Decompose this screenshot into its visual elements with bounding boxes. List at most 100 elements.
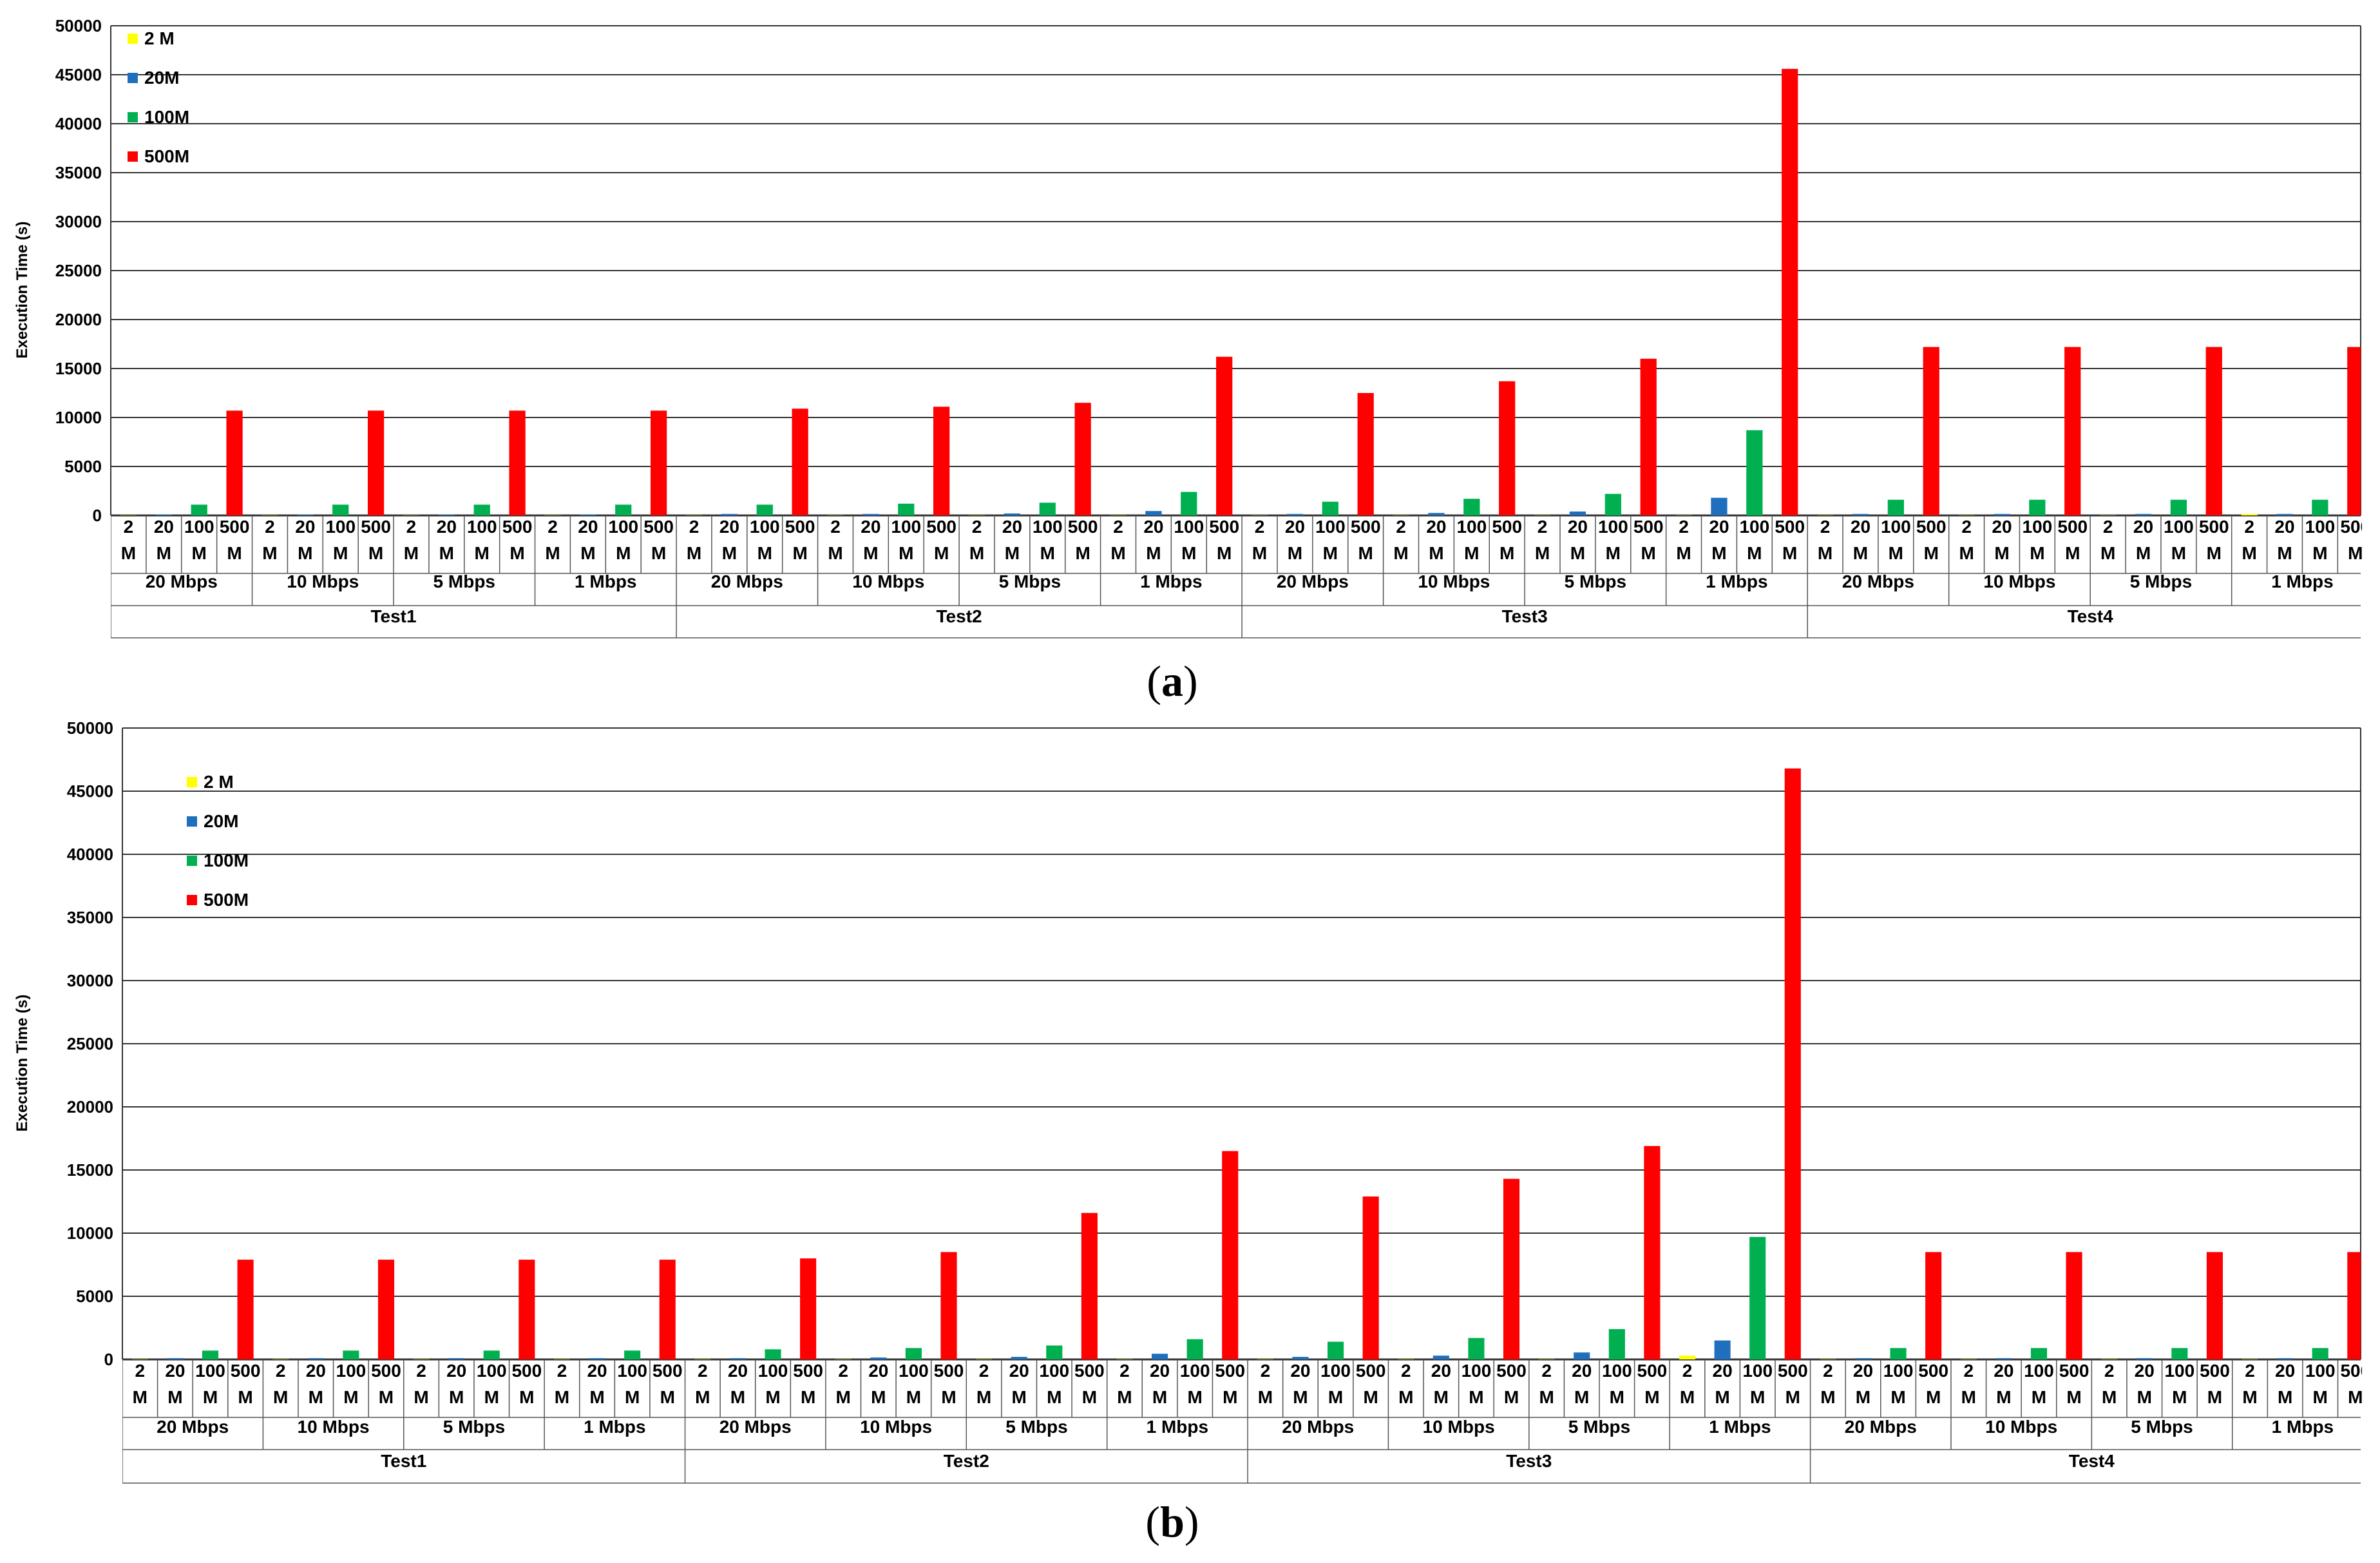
- bandwidth-label: 5 Mbps: [2131, 1417, 2193, 1437]
- category-label-bottom: M: [1853, 543, 1868, 563]
- category-label-bottom: M: [1574, 1387, 1589, 1407]
- panel-label-letter: b: [1160, 1497, 1185, 1546]
- category-label-top: 20: [1143, 517, 1163, 537]
- category-label-bottom: M: [1504, 1387, 1519, 1407]
- category-label-bottom: M: [1258, 1387, 1273, 1407]
- chart-panel-a: 0 5000 10000 15000 20000 25000 30000 35000 40000…: [14, 16, 2362, 705]
- bandwidth-label: 10 Mbps: [1418, 571, 1490, 591]
- bar: [1186, 1339, 1203, 1359]
- bandwidth-label: 5 Mbps: [2130, 571, 2192, 591]
- bar: [377, 1260, 395, 1359]
- bandwidth-label: 1 Mbps: [1140, 571, 1202, 591]
- category-label-bottom: M: [899, 543, 913, 563]
- category-label-top: 2: [276, 1361, 286, 1381]
- category-label-bottom: M: [2100, 543, 2115, 563]
- bandwidth-label: 20 Mbps: [146, 571, 218, 591]
- category-label-bottom: M: [545, 543, 560, 563]
- category-label-top: 20: [1290, 1361, 1310, 1381]
- bar: [1714, 1340, 1731, 1359]
- category-label-top: 2: [1679, 517, 1689, 537]
- category-label-top: 500: [1215, 1361, 1245, 1381]
- bar: [1362, 1196, 1379, 1359]
- category-label-bottom: M: [1363, 1387, 1378, 1407]
- category-label-bottom: M: [801, 1387, 815, 1407]
- category-label-bottom: M: [273, 1387, 288, 1407]
- bar: [2206, 1252, 2223, 1359]
- legend-swatch: [187, 777, 197, 787]
- test-label: Test1: [370, 606, 416, 626]
- category-label-bottom: M: [1820, 1387, 1835, 1407]
- bar: [2241, 513, 2258, 515]
- y-tick-label: 5000: [64, 457, 102, 476]
- bar: [1923, 347, 1939, 515]
- category-label-top: 2: [698, 1361, 708, 1381]
- bandwidth-label: 1 Mbps: [1709, 1417, 1771, 1437]
- bar: [624, 1350, 641, 1359]
- bar: [1468, 1338, 1485, 1359]
- category-label-top: 500: [643, 517, 674, 537]
- bar: [1357, 393, 1374, 515]
- panel-label: (a): [1147, 657, 1197, 705]
- category-label-top: 100: [1461, 1361, 1492, 1381]
- y-axis-label: Execution Time (s): [14, 995, 31, 1132]
- category-label-top: 20: [728, 1361, 748, 1381]
- category-label-top: 2: [406, 517, 417, 537]
- bar: [1327, 1341, 1344, 1359]
- category-label-top: 20: [1150, 1361, 1170, 1381]
- category-label-top: 2: [689, 517, 700, 537]
- category-label-top: 20: [1009, 1361, 1029, 1381]
- category-label-top: 2: [1820, 517, 1831, 537]
- category-label-top: 500: [1637, 1361, 1668, 1381]
- category-label-bottom: M: [2065, 543, 2080, 563]
- category-label-top: 20: [165, 1361, 185, 1381]
- category-label-top: 500: [2059, 1361, 2090, 1381]
- bar: [2171, 1348, 2188, 1359]
- legend-label: 100M: [144, 107, 189, 127]
- category-label-bottom: M: [1005, 543, 1020, 563]
- panel-label: (b): [1145, 1497, 1199, 1546]
- bar: [1746, 430, 1763, 515]
- category-label-top: 500: [793, 1361, 823, 1381]
- y-tick-label: 5000: [76, 1287, 113, 1306]
- legend-label: 2 M: [204, 772, 234, 792]
- category-label-bottom: M: [1610, 1387, 1624, 1407]
- category-label-bottom: M: [616, 543, 631, 563]
- category-label-bottom: M: [262, 543, 277, 563]
- bar: [1749, 1236, 1766, 1359]
- category-label-top: 2: [1401, 1361, 1411, 1381]
- category-label-bottom: M: [730, 1387, 745, 1407]
- bandwidth-label: 1 Mbps: [1706, 571, 1767, 591]
- category-label-top: 2: [1537, 517, 1548, 537]
- category-label-bottom: M: [2242, 1387, 2257, 1407]
- bar: [2030, 1348, 2048, 1359]
- category-label-bottom: M: [1288, 543, 1302, 563]
- bar: [650, 410, 667, 515]
- legend-label: 500M: [144, 146, 189, 166]
- category-label-bottom: M: [976, 1387, 991, 1407]
- category-label-bottom: M: [379, 1387, 394, 1407]
- bar: [2066, 1252, 2082, 1359]
- category-label-top: 20: [719, 517, 739, 537]
- category-label-bottom: M: [1464, 543, 1479, 563]
- bar: [721, 513, 738, 515]
- bandwidth-label: 20 Mbps: [711, 571, 783, 591]
- y-tick-label: 40000: [67, 845, 113, 864]
- bar: [1428, 513, 1445, 515]
- legend-label: 20M: [204, 811, 238, 831]
- bar: [1640, 358, 1657, 515]
- category-label-top: 2: [1961, 517, 1972, 537]
- category-label-bottom: M: [625, 1387, 640, 1407]
- category-label-bottom: M: [765, 1387, 780, 1407]
- category-label-top: 2: [416, 1361, 426, 1381]
- category-label-top: 20: [1851, 517, 1871, 537]
- category-label-bottom: M: [1711, 543, 1726, 563]
- bar: [765, 1349, 781, 1359]
- bandwidth-label: 10 Mbps: [298, 1417, 370, 1437]
- category-label-top: 20: [587, 1361, 607, 1381]
- category-label-bottom: M: [404, 543, 419, 563]
- category-label-top: 500: [1351, 517, 1381, 537]
- category-label-top: 20: [437, 517, 457, 537]
- bandwidth-label: 20 Mbps: [1845, 1417, 1917, 1437]
- bar: [2312, 1348, 2328, 1359]
- category-label-bottom: M: [1924, 543, 1939, 563]
